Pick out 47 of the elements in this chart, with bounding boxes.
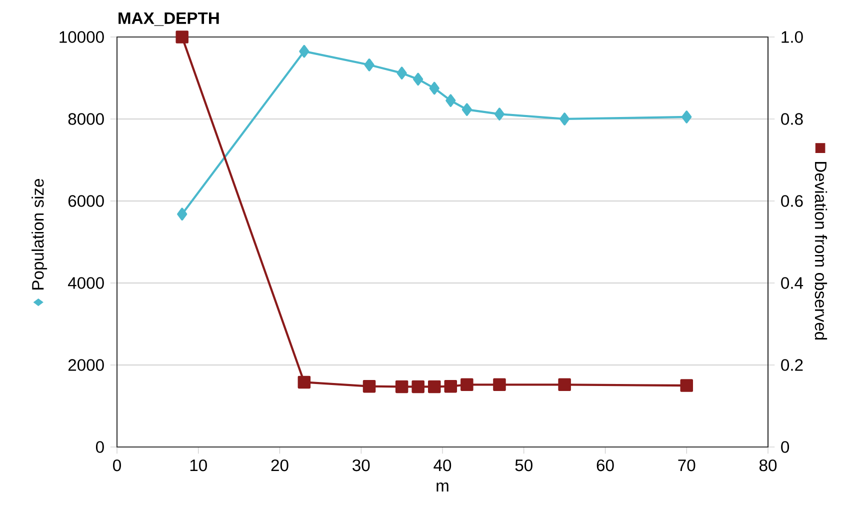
point — [412, 380, 424, 394]
point — [558, 378, 571, 392]
x-axis-title: m — [436, 482, 448, 492]
y2-tick-label: 0.2 — [781, 359, 803, 371]
point — [362, 380, 376, 393]
point — [682, 110, 692, 124]
y-tick-label: 0 — [96, 441, 104, 453]
point — [299, 44, 310, 58]
x-tick-label: 60 — [596, 459, 614, 472]
point — [493, 378, 506, 392]
x-tick-label: 30 — [352, 459, 370, 472]
point — [395, 380, 408, 394]
point — [396, 66, 407, 80]
x-tick-label: 70 — [678, 459, 696, 472]
y-tick-label: 4000 — [68, 277, 104, 289]
y-tick-label: 10000 — [60, 31, 104, 43]
point — [462, 103, 472, 116]
y2-tick-label: 1.0 — [782, 31, 803, 43]
x-tick-label: 50 — [515, 459, 532, 472]
y-tick-label: 2000 — [68, 359, 104, 371]
y-tick-label: 6000 — [68, 195, 104, 207]
y2-axis-title: Deviation from observed — [814, 162, 828, 340]
y2-tick-label: 0.6 — [781, 195, 803, 207]
point — [446, 94, 456, 107]
chart-title: MAX_DEPTH — [118, 12, 219, 26]
point — [429, 82, 440, 95]
y2-tick-label: 0.4 — [781, 277, 804, 289]
point — [413, 72, 424, 86]
point — [460, 378, 474, 392]
point — [428, 380, 441, 394]
x-tick-label: 0 — [113, 459, 121, 472]
point — [494, 108, 505, 120]
point — [560, 112, 570, 126]
y2-tick-label: 0.8 — [781, 113, 803, 125]
y2-tick-label: 0 — [781, 441, 790, 453]
y-axis-title: Population size — [32, 178, 48, 290]
point — [680, 379, 694, 392]
point — [176, 30, 188, 44]
x-tick-label: 80 — [759, 459, 777, 472]
point — [177, 208, 188, 220]
x-tick-label: 40 — [434, 459, 452, 472]
x-tick-label: 10 — [190, 459, 207, 472]
point — [364, 58, 374, 72]
point — [298, 376, 311, 389]
y-tick-label: 8000 — [68, 113, 104, 125]
point — [444, 380, 458, 393]
x-tick-label: 20 — [271, 459, 288, 472]
